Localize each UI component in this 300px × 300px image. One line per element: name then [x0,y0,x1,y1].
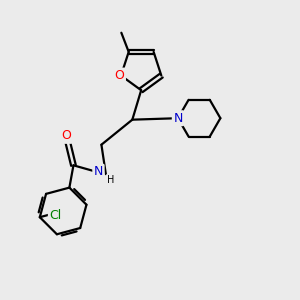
Text: Cl: Cl [49,209,62,222]
Text: H: H [107,175,115,185]
Text: O: O [115,69,124,82]
Text: N: N [94,165,103,178]
Text: N: N [173,112,183,125]
Text: O: O [61,129,71,142]
